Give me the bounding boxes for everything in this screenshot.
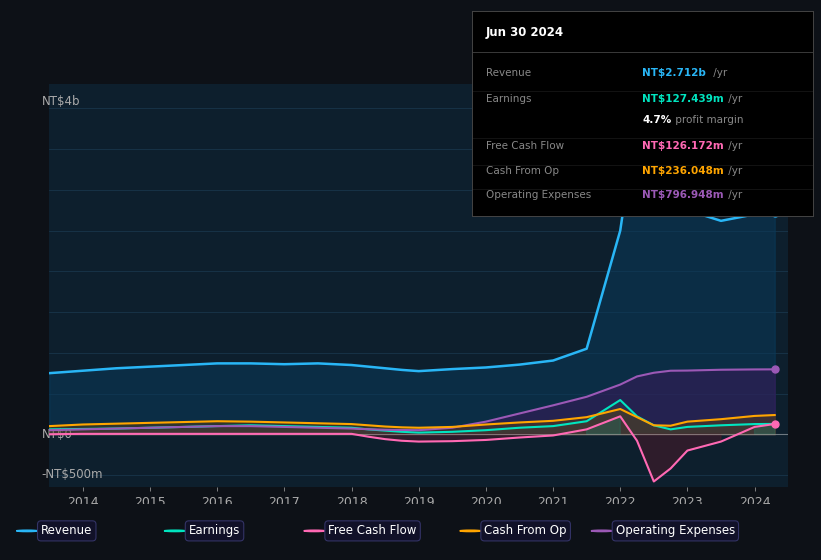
- Text: /yr: /yr: [710, 68, 727, 77]
- Text: /yr: /yr: [725, 94, 742, 104]
- Text: NT$127.439m: NT$127.439m: [643, 94, 724, 104]
- Circle shape: [460, 530, 481, 531]
- Text: profit margin: profit margin: [672, 115, 744, 124]
- Text: NT$236.048m: NT$236.048m: [643, 166, 724, 176]
- Text: Revenue: Revenue: [486, 68, 531, 77]
- Text: /yr: /yr: [725, 141, 742, 151]
- Text: Free Cash Flow: Free Cash Flow: [328, 524, 417, 538]
- Text: NT$126.172m: NT$126.172m: [643, 141, 724, 151]
- Text: Operating Expenses: Operating Expenses: [616, 524, 735, 538]
- Text: Revenue: Revenue: [41, 524, 93, 538]
- Circle shape: [164, 530, 186, 531]
- Text: Cash From Op: Cash From Op: [484, 524, 566, 538]
- Circle shape: [591, 530, 612, 531]
- Circle shape: [304, 530, 325, 531]
- Text: 4.7%: 4.7%: [643, 115, 672, 124]
- Text: NT$2.712b: NT$2.712b: [643, 68, 706, 77]
- Text: /yr: /yr: [725, 166, 742, 176]
- Text: Earnings: Earnings: [189, 524, 241, 538]
- Text: /yr: /yr: [725, 190, 742, 200]
- Text: Jun 30 2024: Jun 30 2024: [486, 26, 564, 39]
- Text: Cash From Op: Cash From Op: [486, 166, 559, 176]
- Text: Operating Expenses: Operating Expenses: [486, 190, 591, 200]
- Circle shape: [16, 530, 38, 531]
- Text: -NT$500m: -NT$500m: [42, 469, 103, 482]
- Text: NT$0: NT$0: [42, 428, 73, 441]
- Text: Earnings: Earnings: [486, 94, 531, 104]
- Text: NT$4b: NT$4b: [42, 95, 80, 109]
- Text: NT$796.948m: NT$796.948m: [643, 190, 724, 200]
- Text: Free Cash Flow: Free Cash Flow: [486, 141, 564, 151]
